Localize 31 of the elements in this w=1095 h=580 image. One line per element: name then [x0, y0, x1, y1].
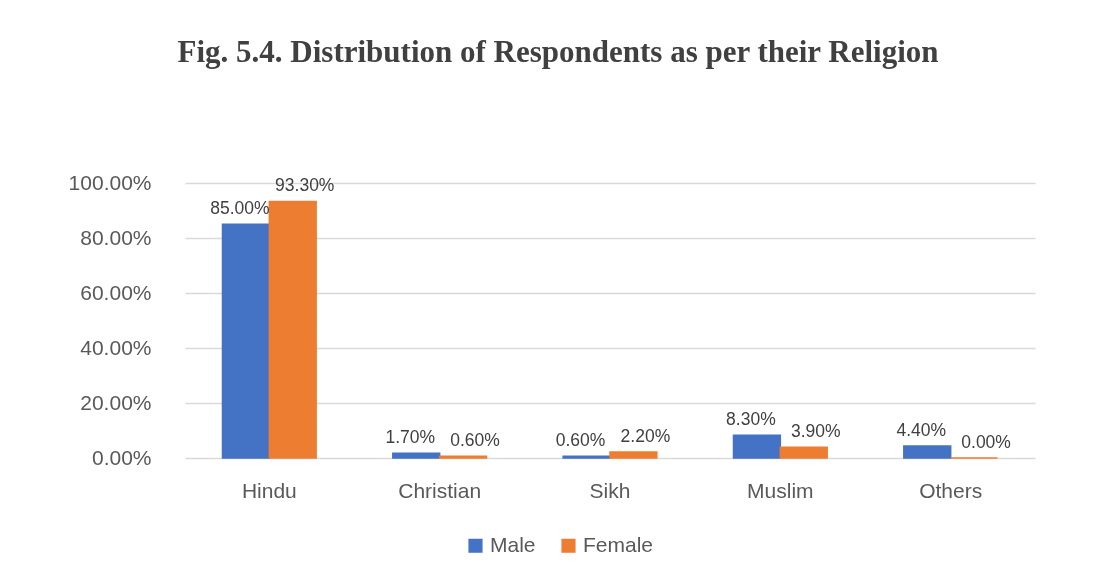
data-label: 3.90%	[790, 421, 841, 442]
data-label: 0.60%	[450, 430, 500, 451]
x-tick-label: Christian	[398, 478, 482, 502]
bar	[392, 452, 441, 459]
data-label: 0.00%	[961, 432, 1011, 452]
data-label: 85.00%	[210, 198, 270, 219]
y-tick-label: 40.00%	[80, 335, 152, 359]
bar	[779, 446, 828, 459]
legend-label: Male	[490, 532, 536, 556]
x-tick-label: Muslim	[747, 478, 814, 502]
bar	[732, 434, 782, 459]
y-tick-label: 0.00%	[91, 445, 152, 469]
y-tick-label: 60.00%	[80, 280, 152, 304]
bar	[903, 445, 952, 459]
data-label: 8.30%	[726, 409, 776, 430]
y-tick-label: 80.00%	[80, 225, 152, 249]
chart-title: Fig. 5.4. Distribution of Respondents as per their Religion	[177, 34, 939, 69]
y-tick-label: 100.00%	[68, 170, 152, 194]
x-tick-label: Sikh	[589, 478, 631, 502]
y-tick-label: 20.00%	[80, 390, 152, 414]
data-label: 0.60%	[555, 430, 606, 451]
bar	[268, 200, 317, 459]
x-tick-label: Others	[919, 478, 983, 502]
data-label: 4.40%	[896, 419, 947, 440]
x-tick-label: Hindu	[241, 478, 297, 502]
bar	[609, 451, 658, 459]
legend-label: Female	[583, 532, 654, 556]
data-label: 93.30%	[275, 175, 335, 196]
data-label: 1.70%	[385, 427, 436, 448]
data-label: 2.20%	[620, 425, 671, 446]
bar	[221, 223, 271, 459]
